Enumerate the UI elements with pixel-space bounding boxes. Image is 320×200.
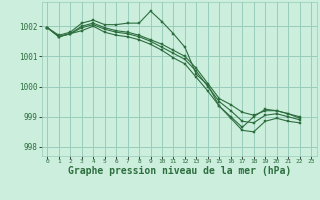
X-axis label: Graphe pression niveau de la mer (hPa): Graphe pression niveau de la mer (hPa) (68, 166, 291, 176)
